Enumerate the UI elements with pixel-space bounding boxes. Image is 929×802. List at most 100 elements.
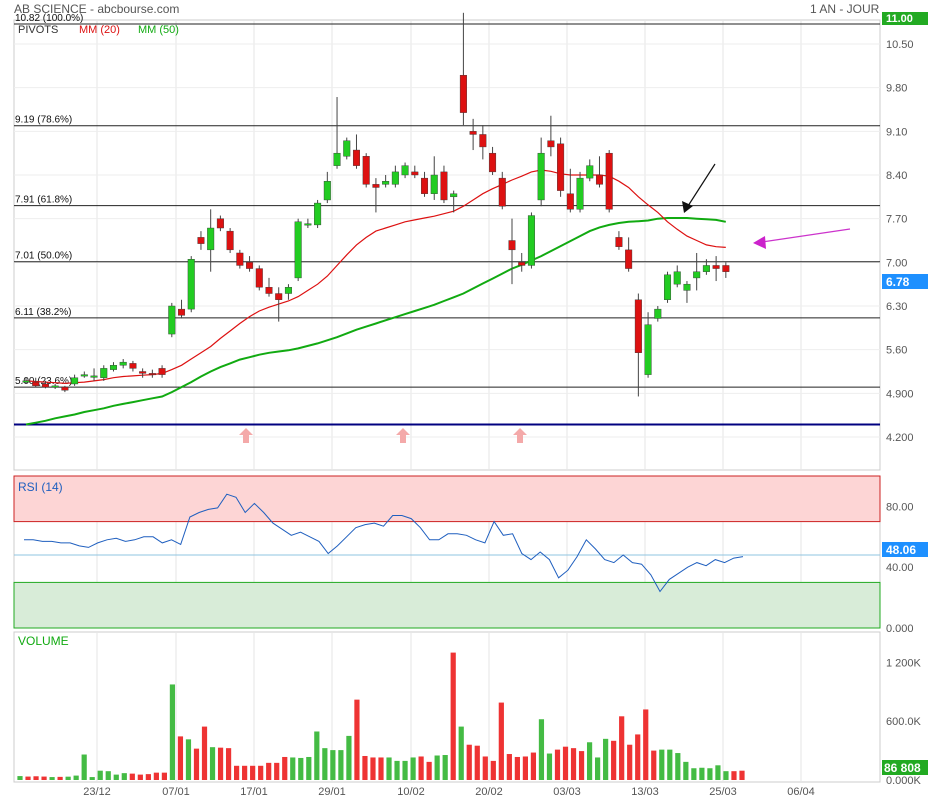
volume-bar	[586, 742, 593, 780]
candle-body	[489, 152, 497, 173]
candle-body	[168, 305, 176, 335]
x-tick-label: 29/01	[318, 786, 346, 798]
legend-pivots: PIVOTS	[18, 24, 58, 36]
candle-body	[71, 377, 79, 385]
volume-bar	[418, 756, 424, 780]
volume-bar	[201, 726, 208, 780]
candle-body	[576, 177, 584, 210]
candle-body	[508, 240, 516, 251]
candle-body	[625, 249, 633, 269]
rsi-series	[13, 475, 881, 629]
volume-bar	[522, 756, 528, 780]
fib-label: 6.11 (38.2%)	[15, 307, 72, 318]
volume-bar	[153, 772, 159, 780]
price-tick-label: 4.200	[886, 432, 914, 444]
volume-bar	[338, 750, 344, 780]
volume-bar	[482, 756, 488, 780]
volume-bar	[73, 775, 79, 780]
candle-body	[80, 374, 88, 377]
candle-body	[450, 193, 458, 198]
volume-bar	[57, 776, 63, 780]
candle-body	[702, 265, 710, 272]
candle-body	[304, 223, 312, 226]
candle-body	[634, 299, 642, 353]
rsi-line	[24, 493, 744, 593]
volume-bar	[89, 777, 95, 780]
volume-bar	[378, 757, 384, 780]
volume-bar	[242, 765, 248, 780]
current-price-value: 6.78	[886, 275, 910, 289]
volume-bar	[394, 760, 400, 780]
x-tick-label: 07/01	[162, 786, 190, 798]
volume-bar	[426, 761, 432, 780]
candle-body	[654, 308, 662, 319]
candle-body	[557, 143, 565, 191]
candle-body	[178, 308, 186, 316]
volume-bar	[137, 774, 143, 780]
rsi-overbought-zone	[13, 475, 881, 523]
volume-bar	[121, 773, 127, 780]
price-tick-label: 5.60	[886, 345, 907, 357]
rsi-title: RSI (14)	[18, 480, 63, 494]
volume-bar	[97, 770, 103, 780]
chart-title: AB SCIENCE - abcbourse.com	[14, 2, 180, 16]
volume-bar	[498, 702, 504, 780]
candle-body	[469, 131, 477, 135]
volume-bar	[530, 752, 537, 780]
candle-body	[537, 152, 545, 201]
fib-label: 10.82 (100.0%)	[15, 13, 83, 24]
candle-body	[421, 177, 429, 194]
volume-bar	[466, 744, 472, 780]
price-panel	[13, 19, 881, 471]
volume-bar	[474, 745, 480, 780]
volume-bar	[691, 768, 697, 780]
candle-body	[362, 156, 370, 185]
rsi-current-tag	[882, 542, 928, 557]
volume-bar	[145, 774, 151, 780]
volume-bar	[25, 776, 31, 780]
volume-bar	[33, 776, 39, 780]
x-tick-label: 25/03	[709, 786, 737, 798]
candle-body	[479, 134, 487, 148]
candle-body	[498, 177, 506, 207]
volume-bar	[225, 748, 232, 780]
current-price-tag	[882, 274, 928, 289]
candle-body	[683, 283, 691, 291]
volume-bar	[217, 747, 224, 780]
volume-bar	[330, 750, 336, 780]
candle-body	[41, 383, 49, 388]
volume-bar	[562, 746, 569, 780]
candle-body	[314, 202, 322, 226]
volume-bar	[282, 756, 288, 780]
candle-body	[693, 271, 701, 279]
x-tick-label: 06/04	[787, 786, 815, 798]
candle-body	[382, 181, 390, 185]
volume-bar	[354, 699, 360, 780]
volume-tick-label: 600.0K	[886, 716, 922, 728]
candle-body	[401, 165, 409, 176]
fib-label: 7.01 (50.0%)	[15, 251, 72, 262]
candle-body	[615, 237, 623, 247]
candle-body	[207, 227, 215, 251]
candle-body	[284, 287, 292, 294]
candle-body	[294, 221, 302, 279]
volume-bar	[81, 754, 87, 780]
rsi-tick-label: 0.000	[886, 623, 914, 635]
volume-bar	[450, 652, 456, 780]
volume-bar	[258, 765, 264, 780]
volume-bar	[290, 757, 296, 780]
volume-current-tag	[882, 760, 928, 775]
volume-bar	[402, 760, 408, 780]
ma50-path	[25, 217, 726, 426]
x-tick-label: 10/02	[397, 786, 425, 798]
volume-bar	[707, 768, 713, 780]
volume-bar	[699, 767, 705, 780]
buy-signal-arrow	[396, 428, 410, 443]
rsi-tick-label: 80.00	[886, 501, 914, 513]
volume-bar	[105, 771, 111, 780]
x-tick-label: 03/03	[553, 786, 581, 798]
candle-body	[722, 265, 730, 272]
volume-bar	[322, 748, 328, 780]
candle-body	[673, 271, 681, 285]
